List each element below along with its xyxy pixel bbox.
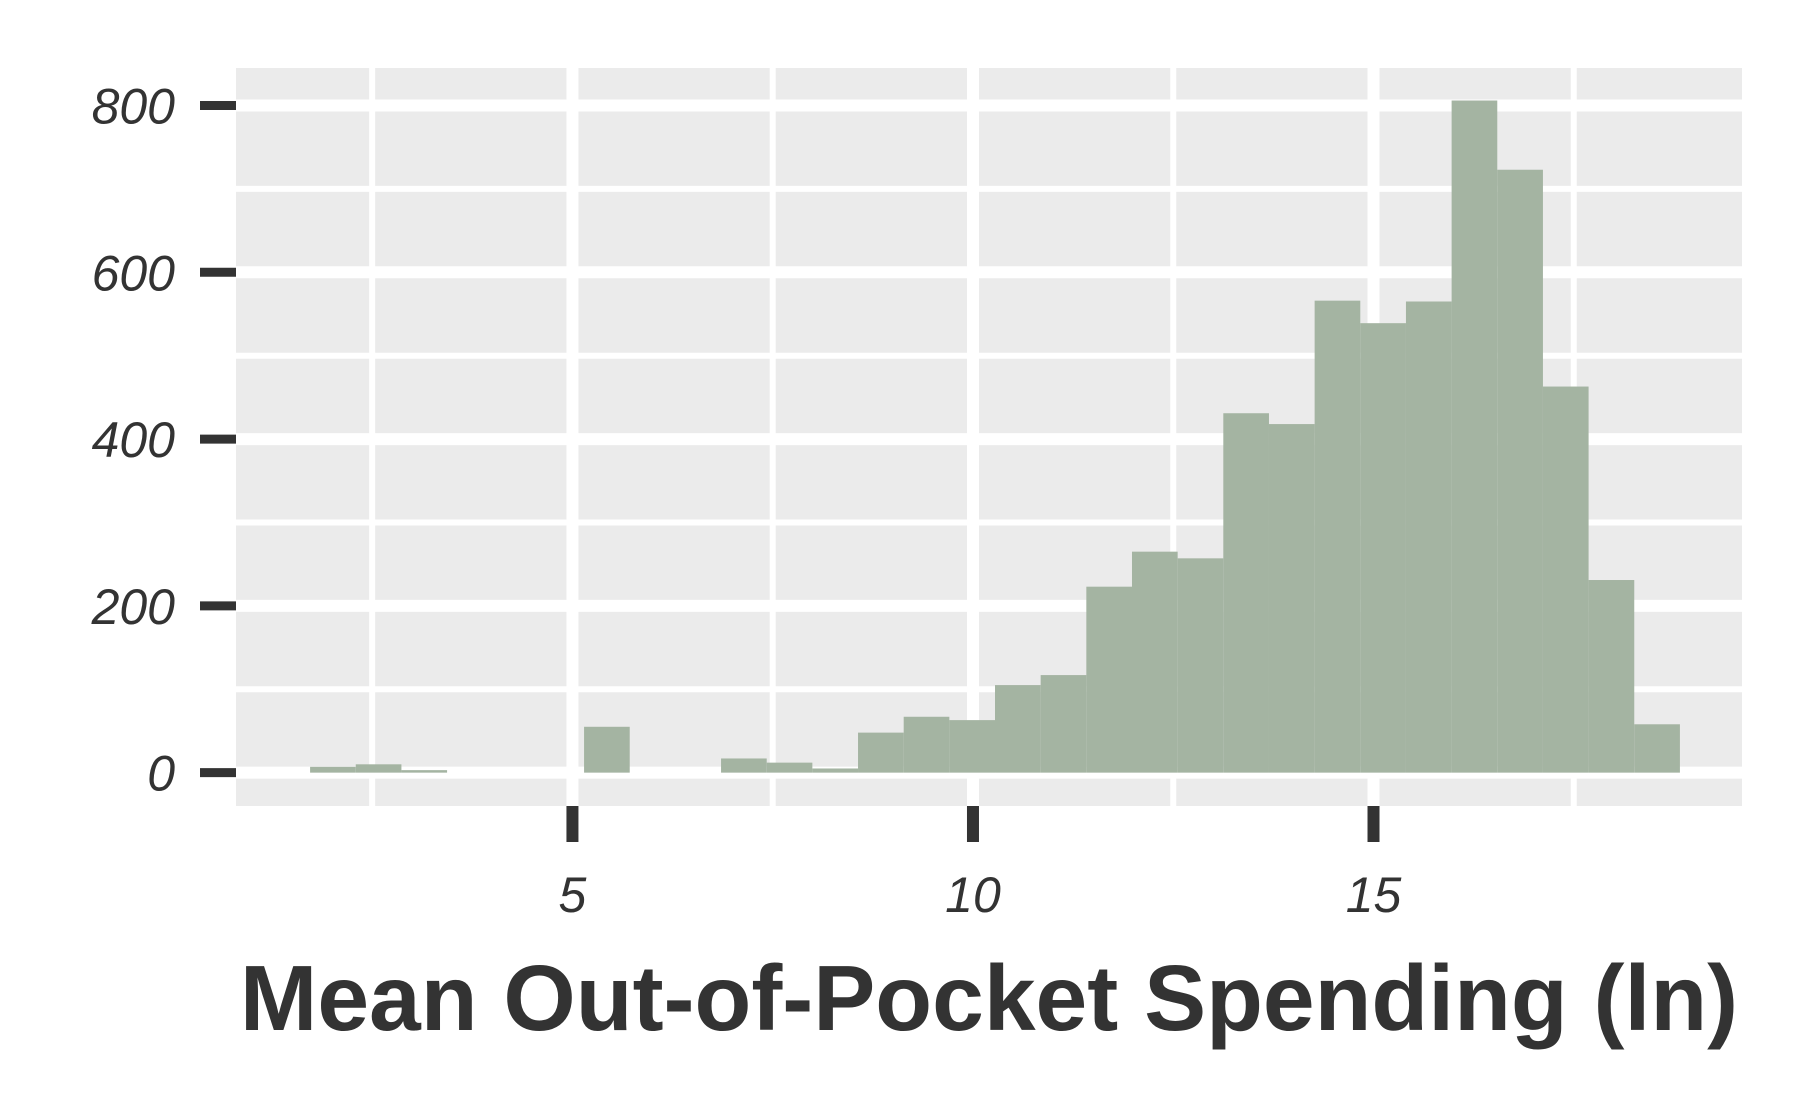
histogram-bar bbox=[1360, 323, 1406, 773]
histogram-bar bbox=[1634, 724, 1680, 773]
histogram-bar bbox=[995, 685, 1041, 773]
histogram-bar bbox=[1588, 580, 1635, 773]
histogram-bar bbox=[1314, 300, 1361, 773]
histogram-bar bbox=[1268, 424, 1315, 773]
histogram-bar bbox=[1223, 413, 1269, 773]
y-tick-label: 0 bbox=[147, 746, 175, 802]
histogram-bar bbox=[355, 764, 402, 773]
y-tick-label: 600 bbox=[92, 245, 176, 301]
x-axis-title: Mean Out-of-Pocket Spending (ln) bbox=[240, 946, 1738, 1050]
histogram-bar bbox=[1542, 386, 1589, 773]
histogram-bar bbox=[584, 726, 630, 773]
y-tick-label: 200 bbox=[91, 579, 176, 635]
histogram-bar bbox=[310, 766, 356, 773]
y-tick-label: 800 bbox=[92, 79, 176, 135]
histogram-bar bbox=[1177, 558, 1224, 773]
y-tick-label: 400 bbox=[92, 412, 176, 468]
histogram-bar bbox=[721, 758, 767, 773]
histogram-bar bbox=[949, 720, 996, 773]
histogram-bar bbox=[812, 768, 859, 773]
x-axis: 5 10 15 bbox=[559, 806, 1402, 923]
histogram-bar bbox=[1497, 169, 1543, 773]
histogram-bar bbox=[903, 716, 950, 773]
histogram-bar bbox=[1451, 100, 1498, 773]
histogram-bar bbox=[1131, 551, 1178, 773]
histogram-bar bbox=[1040, 675, 1087, 773]
x-tick-label: 15 bbox=[1346, 867, 1402, 923]
x-tick-label: 10 bbox=[945, 867, 1001, 923]
x-tick-label: 5 bbox=[559, 867, 587, 923]
histogram-bar bbox=[1405, 301, 1452, 773]
histogram-bar bbox=[766, 762, 813, 773]
histogram-bars bbox=[310, 100, 1680, 773]
histogram-bar bbox=[1086, 586, 1132, 773]
y-axis: 0 200 400 600 800 bbox=[91, 79, 236, 802]
histogram-bar bbox=[858, 732, 904, 773]
histogram-bar bbox=[401, 770, 448, 773]
